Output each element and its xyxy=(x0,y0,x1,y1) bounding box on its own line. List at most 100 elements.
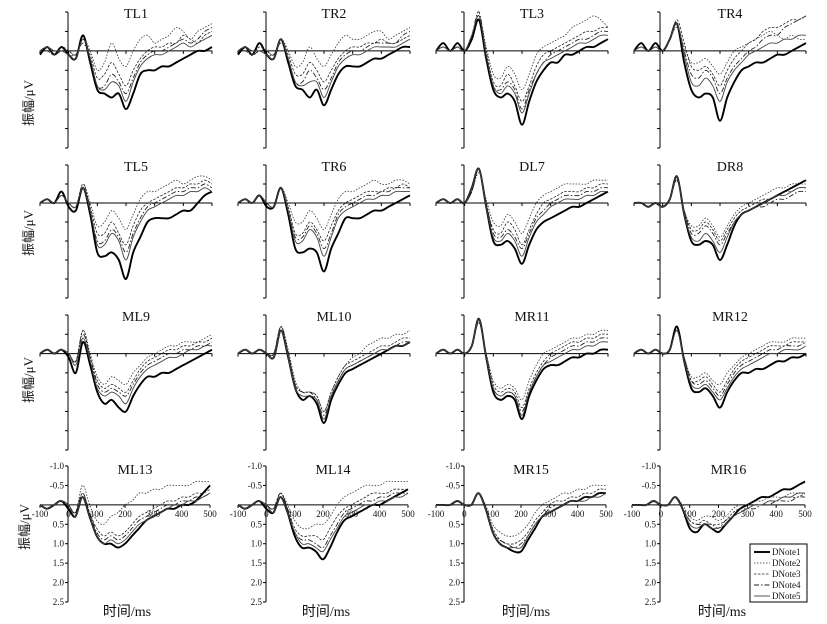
y-tick-label: 2.0 xyxy=(251,578,263,588)
y-tick-label: -0.5 xyxy=(642,480,657,490)
panel-title: MR15 xyxy=(513,463,549,478)
y-tick-label: 0.5 xyxy=(251,519,263,529)
legend-box xyxy=(749,543,808,603)
panel-tl5: TL5 xyxy=(39,160,213,299)
panel-ml10: ML10 xyxy=(237,310,411,451)
x-tick-label: 0 xyxy=(264,509,269,519)
series-line-dnote1 xyxy=(39,186,213,280)
y-tick-label: 2.5 xyxy=(449,597,461,607)
series-line-dnote4 xyxy=(237,187,410,250)
series-line-dnote5 xyxy=(237,187,410,257)
x-tick-label: 300 xyxy=(147,509,161,519)
x-tick-label: 500 xyxy=(203,509,217,519)
series-line-dnote5 xyxy=(633,22,807,102)
panel-title: DL7 xyxy=(519,160,545,175)
series-line-dnote3 xyxy=(237,34,411,83)
panel-title: ML13 xyxy=(118,463,153,478)
panel-title: TR2 xyxy=(322,7,347,22)
x-tick-label: -100 xyxy=(230,509,247,519)
series-line-dnote5 xyxy=(633,329,807,401)
x-tick-label: 500 xyxy=(798,509,812,519)
y-tick-label: 1.0 xyxy=(251,539,263,549)
series-line-dnote5 xyxy=(633,175,807,253)
series-line-dnote5 xyxy=(435,15,609,114)
x-tick-label: 100 xyxy=(683,509,697,519)
legend-label-dnote3: DNote3 xyxy=(772,569,801,579)
panel-tr6: TR6 xyxy=(237,160,411,299)
x-tick-label: 400 xyxy=(769,509,783,519)
y-tick-label: 0.5 xyxy=(449,519,461,529)
panel-mr12: MR12 xyxy=(633,310,807,451)
x-axis-label-col4: 时间/ms xyxy=(698,604,746,620)
x-tick-label: 400 xyxy=(571,509,585,519)
panel-mr15: -1.0 -0.5 0.5 1.0 1.5 2.0 2.5 -100 0 100 200 300 400… xyxy=(428,461,614,607)
x-tick-label: 100 xyxy=(90,509,104,519)
y-tick-label: -1.0 xyxy=(446,461,461,471)
series-line-dnote2 xyxy=(39,23,213,72)
y-tick-label: 2.5 xyxy=(251,597,263,607)
y-tick-label: 1.5 xyxy=(449,558,461,568)
y-tick-label: 2.0 xyxy=(645,578,657,588)
series-line-dnote5 xyxy=(237,329,411,420)
panel-tr2: TR2 xyxy=(237,7,411,149)
x-tick-label: 400 xyxy=(175,509,189,519)
panel-dr8: DR8 xyxy=(633,160,807,299)
y-tick-label: 1.0 xyxy=(645,539,657,549)
series-line-dnote2 xyxy=(633,179,806,238)
panel-ml9: ML9 xyxy=(39,310,213,451)
y-tick-label: 2.5 xyxy=(645,597,657,607)
x-tick-label: 0 xyxy=(66,509,71,519)
legend-label-dnote5: DNote5 xyxy=(772,591,801,601)
x-axis-label-col3: 时间/ms xyxy=(502,604,550,620)
panel-ml14: -1.0 -0.5 0.5 1.0 1.5 2.0 2.5 -100 0 100 200 300 400… xyxy=(230,461,416,607)
x-tick-label: 200 xyxy=(316,509,330,519)
series-line-dnote1 xyxy=(237,488,409,561)
legend-label-dnote2: DNote2 xyxy=(772,558,801,568)
y-tick-label: 1.0 xyxy=(53,539,65,549)
y-tick-label: -0.5 xyxy=(248,480,263,490)
series-line-dnote3 xyxy=(633,179,807,242)
series-line-dnote2 xyxy=(39,175,213,230)
legend-label-dnote4: DNote4 xyxy=(772,580,801,590)
series-line-dnote5 xyxy=(39,187,213,261)
series-line-dnote5 xyxy=(435,318,609,416)
panel-title: ML10 xyxy=(317,310,352,325)
series-line-dnote4 xyxy=(238,492,408,549)
series-line-dnote2 xyxy=(237,179,411,230)
panel-title: ML9 xyxy=(122,310,150,325)
x-tick-label: -100 xyxy=(428,509,445,519)
panel-title: MR12 xyxy=(712,310,748,325)
x-tick-label: 400 xyxy=(373,509,387,519)
series-line-dnote4 xyxy=(39,183,213,253)
panel-tl1: TL1 xyxy=(39,7,213,149)
panel-title: TR6 xyxy=(322,160,347,175)
panel-title: DR8 xyxy=(717,160,743,175)
panel-dl7: DL7 xyxy=(435,160,609,299)
x-axis-label-col1: 时间/ms xyxy=(103,604,151,620)
series-line-dnote5 xyxy=(632,492,806,530)
x-tick-label: 200 xyxy=(712,509,726,519)
y-tick-label: 0.5 xyxy=(645,519,657,529)
panel-mr11: MR11 xyxy=(435,310,609,451)
series-line-dnote4 xyxy=(40,492,211,541)
panel-tl3: TL3 xyxy=(435,7,609,149)
x-tick-label: 200 xyxy=(118,509,132,519)
x-tick-label: 0 xyxy=(462,509,467,519)
y-tick-label: 1.5 xyxy=(251,558,263,568)
panel-title: MR11 xyxy=(514,310,549,325)
y-tick-label: 1.5 xyxy=(645,558,657,568)
panel-title: MR16 xyxy=(711,463,747,478)
series-line-dnote1 xyxy=(39,341,213,413)
series-line-dnote5 xyxy=(237,38,411,98)
panel-title: TL5 xyxy=(124,160,148,175)
y-axis-label-row3: 振幅/μV xyxy=(21,356,36,403)
panel-title: TL3 xyxy=(520,7,544,22)
series-line-dnote1 xyxy=(237,186,411,273)
x-tick-label: 200 xyxy=(514,509,528,519)
x-tick-label: 0 xyxy=(659,509,664,519)
x-tick-label: 500 xyxy=(599,509,613,519)
y-tick-label: -1.0 xyxy=(50,461,65,471)
y-tick-label: -1.0 xyxy=(248,461,263,471)
